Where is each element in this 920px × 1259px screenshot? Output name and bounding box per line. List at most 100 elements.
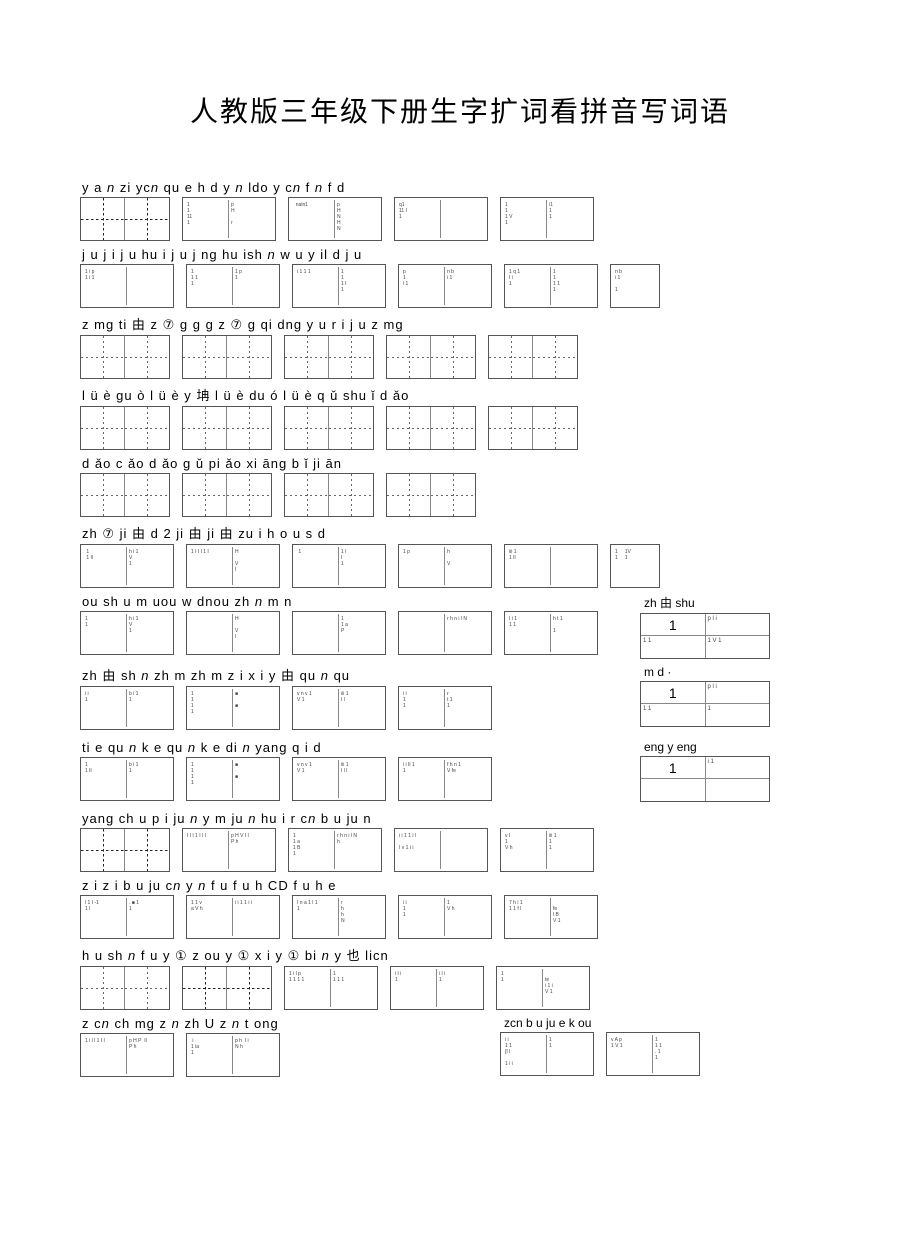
writing-box-group	[80, 406, 170, 450]
writing-cell: naln1	[291, 200, 335, 238]
writing-cell	[183, 474, 227, 516]
writing-cell	[285, 474, 329, 516]
writing-cell	[329, 336, 373, 378]
writing-box-group	[182, 966, 272, 1010]
writing-box-group: 1 q 1 I i 11 1 1 1 1	[504, 264, 598, 308]
writing-box-group: i 1 1 11 1 1 I 1	[292, 264, 386, 308]
writing-box-group: 1 1 1 1■ ■	[186, 757, 280, 801]
writing-cell: iii 1 1 1	[547, 831, 591, 869]
writing-cell	[387, 336, 431, 378]
writing-cell: i i 1 1 i l I v 1 i i	[397, 831, 441, 869]
pinyin-line: z mg ti 由 z ⑦ g g g z ⑦ g qi dng y u r i…	[82, 314, 840, 333]
writing-cell: 1 1 Il	[83, 760, 127, 798]
writing-box-group: i i 1b i 1 1	[80, 686, 174, 730]
writing-cell: 1 I I 1	[339, 547, 383, 585]
writing-cell: p h I i N h	[233, 1036, 277, 1074]
writing-box-group: i i 1 11 V h	[398, 895, 492, 939]
boxes-line	[80, 406, 840, 450]
writing-cell: i l i 1	[437, 969, 481, 1007]
writing-cell: I I l 1 I l I	[185, 831, 229, 869]
writing-cell: 1 1 a 1 B 1	[291, 831, 335, 869]
writing-box-group: v n v 1 V 1iii 1 I l	[292, 686, 386, 730]
writing-cell	[81, 829, 125, 871]
writing-box-group: 1 1 Ilh i 1 V 1	[80, 544, 174, 588]
writing-cell	[441, 831, 485, 869]
writing-cell: 1 1	[499, 969, 543, 1007]
writing-cell: n b i 1 1	[613, 267, 657, 305]
writing-cell	[551, 547, 595, 585]
writing-box-group: v n v 1 V 1iii 1 I l l	[292, 757, 386, 801]
writing-cell: 1 1 1 1	[331, 969, 375, 1007]
writing-cell	[81, 336, 125, 378]
writing-cell: i l i 1	[393, 969, 437, 1007]
writing-cell: te i 1 i V 1	[543, 969, 587, 1007]
writing-cell: p H V I l P h	[229, 831, 273, 869]
boxes-line: 1 i l p 1 1 1 11 1 1 1i l i 1i l i 11 1 …	[80, 966, 840, 1010]
side-pinyin-label: zh 由 shu	[644, 594, 840, 611]
writing-cell: 1 i p 1 i 1	[83, 267, 127, 305]
writing-box-group: naln1p H N H N	[288, 197, 382, 241]
writing-box-group: 1 i p 1 i 1	[80, 264, 174, 308]
writing-box-group	[488, 406, 578, 450]
writing-box-group: 1 1 Ilb i 1 1	[80, 757, 174, 801]
writing-cell: 1 1 1 1	[189, 267, 233, 305]
pinyin-line: z cn ch mg z n zh U z n t ong	[82, 1016, 470, 1031]
writing-cell: ■ ■	[233, 689, 277, 727]
writing-cell: 1 p	[401, 547, 445, 585]
writing-cell: r h h N	[339, 898, 383, 936]
side-pinyin-label: zcn b u ju e k ou	[504, 1016, 840, 1030]
writing-cell	[127, 267, 171, 305]
writing-cell: 1 1 a P	[339, 614, 383, 652]
writing-cell	[431, 336, 475, 378]
writing-cell: 1 q 1 I i 1	[507, 267, 551, 305]
writing-box-group: 11 I I 1	[292, 544, 386, 588]
writing-box-group: iii 1 1 Il	[504, 544, 598, 588]
writing-cell: 1 1 11 1	[185, 200, 229, 238]
worksheet-rows: y a n zi ycn qu e h d y n ldo y cn f n f…	[80, 180, 840, 1083]
writing-box-group: 1 i l l 1 I lp H P Il P h	[80, 1033, 174, 1077]
writing-box-group: i i Il 1 1f h n 1 V fe	[398, 757, 492, 801]
writing-cell: 1 1 1 1	[189, 760, 233, 798]
writing-cell	[125, 967, 169, 1009]
writing-cell	[183, 336, 227, 378]
writing-cell: p H N H N	[335, 200, 379, 238]
writing-cell: 1 1 1 1	[189, 689, 233, 727]
boxes-line: 1 i p 1 i 11 1 1 11 p 1i 1 1 11 1 1 I 1p…	[80, 264, 840, 308]
writing-cell: l 1 I -1 1 l	[83, 898, 127, 936]
writing-box-group	[386, 335, 476, 379]
writing-cell: i i 1	[83, 689, 127, 727]
writing-cell	[125, 474, 169, 516]
writing-box-group: I i 1 1 1h t 1 1	[504, 611, 598, 655]
writing-box-group: l 1 I -1 1 l. ■ 1 1	[80, 895, 174, 939]
boxes-line	[80, 335, 840, 379]
writing-cell: 1 1 1 1 1	[551, 267, 595, 305]
writing-box-group: 1 1 1 1■ ■	[186, 686, 280, 730]
writing-box-group: 1 1 1 V 1i1 1 1	[500, 197, 594, 241]
writing-box-group: q1 11 I 1	[394, 197, 488, 241]
writing-box-group	[80, 828, 170, 872]
writing-box-group: p 1 i 1n b i 1	[398, 264, 492, 308]
pinyin-line: ou sh u m uou w dnou zh n m n	[82, 594, 610, 609]
pinyin-line: zh ⑦ ji 由 d 2 ji 由 ji 由 zu i h o u s d	[82, 523, 840, 542]
writing-cell: v n v 1 V 1	[295, 760, 339, 798]
writing-box-group	[488, 335, 578, 379]
writing-box-group: i 1 ia 1p h I i N h	[186, 1033, 280, 1077]
writing-box-group	[80, 966, 170, 1010]
pinyin-line: z i z i b u ju cn y n f u f u h CD f u h…	[82, 878, 840, 893]
writing-cell	[295, 614, 339, 652]
writing-box-group	[284, 406, 374, 450]
writing-cell: v n v 1 V 1	[295, 689, 339, 727]
writing-box-group	[386, 406, 476, 450]
boxes-line	[80, 473, 840, 517]
writing-box-group: 1 1 v a V hi i 1 1 i i	[186, 895, 280, 939]
writing-box-group: i i 1 1 [I l 1 i i1 1	[500, 1032, 594, 1076]
writing-cell: v I 1 V h	[503, 831, 547, 869]
boxes-line: 1 1 Ilh i 1 V 11 I I l 1 IH V I 11 I I 1…	[80, 544, 840, 588]
writing-cell	[387, 407, 431, 449]
writing-cell: 1 1 v a V h	[189, 898, 233, 936]
writing-cell	[533, 336, 577, 378]
writing-box-group	[386, 473, 476, 517]
writing-cell: fe l B V 1	[551, 898, 595, 936]
writing-cell	[489, 336, 533, 378]
writing-cell: p H r	[229, 200, 273, 238]
